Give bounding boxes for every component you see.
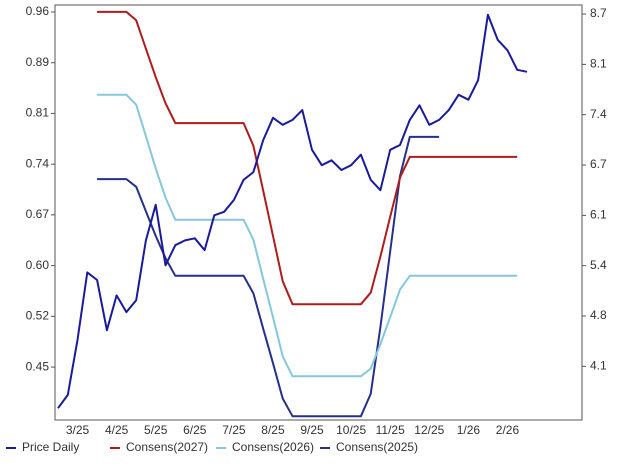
series-line — [97, 93, 518, 378]
y-tick-label: 0.74 — [26, 156, 50, 170]
y2-tick-label: 4.8 — [590, 308, 607, 322]
y-tick-label: 0.81 — [26, 106, 50, 120]
legend-label: Consens(2025) — [336, 440, 418, 454]
y-tick-label: 0.96 — [26, 4, 50, 18]
y-tick-label: 0.45 — [26, 359, 50, 373]
x-tick-label: 7/25 — [222, 423, 246, 437]
x-tick-label: 8/25 — [261, 423, 285, 437]
x-tick-label: 5/25 — [144, 423, 168, 437]
series-line — [97, 10, 518, 306]
y-tick-label: 0.89 — [26, 55, 50, 69]
x-tick-label: 12/25 — [414, 423, 444, 437]
x-tick-label: 3/25 — [66, 423, 90, 437]
legend-label: Consens(2027) — [126, 440, 208, 454]
x-tick-label: 1/26 — [457, 423, 481, 437]
x-tick-label: 11/25 — [376, 423, 405, 437]
legend-label: Consens(2026) — [232, 440, 314, 454]
plot-frame — [54, 4, 583, 421]
y2-tick-label: 8.7 — [590, 6, 607, 20]
x-tick-label: 9/25 — [300, 423, 324, 437]
y2-tick-label: 6.1 — [590, 208, 607, 222]
y2-tick-label: 6.7 — [590, 157, 607, 171]
x-tick-label: 2/26 — [496, 423, 520, 437]
y2-tick-label: 8.1 — [590, 57, 607, 71]
series-line — [97, 135, 440, 418]
x-tick-label: 4/25 — [105, 423, 129, 437]
x-tick-label: 6/25 — [183, 423, 207, 437]
x-tick-label: 10/25 — [336, 423, 366, 437]
y2-tick-label: 5.4 — [590, 258, 607, 272]
y-tick-label: 0.67 — [26, 207, 50, 221]
y-tick-label: 0.52 — [26, 308, 50, 322]
y-tick-label: 0.60 — [26, 258, 50, 272]
y2-tick-label: 4.1 — [590, 358, 607, 372]
legend-label: Price Daily — [22, 440, 79, 454]
series-line — [57, 13, 528, 409]
y2-tick-label: 7.4 — [590, 107, 607, 121]
